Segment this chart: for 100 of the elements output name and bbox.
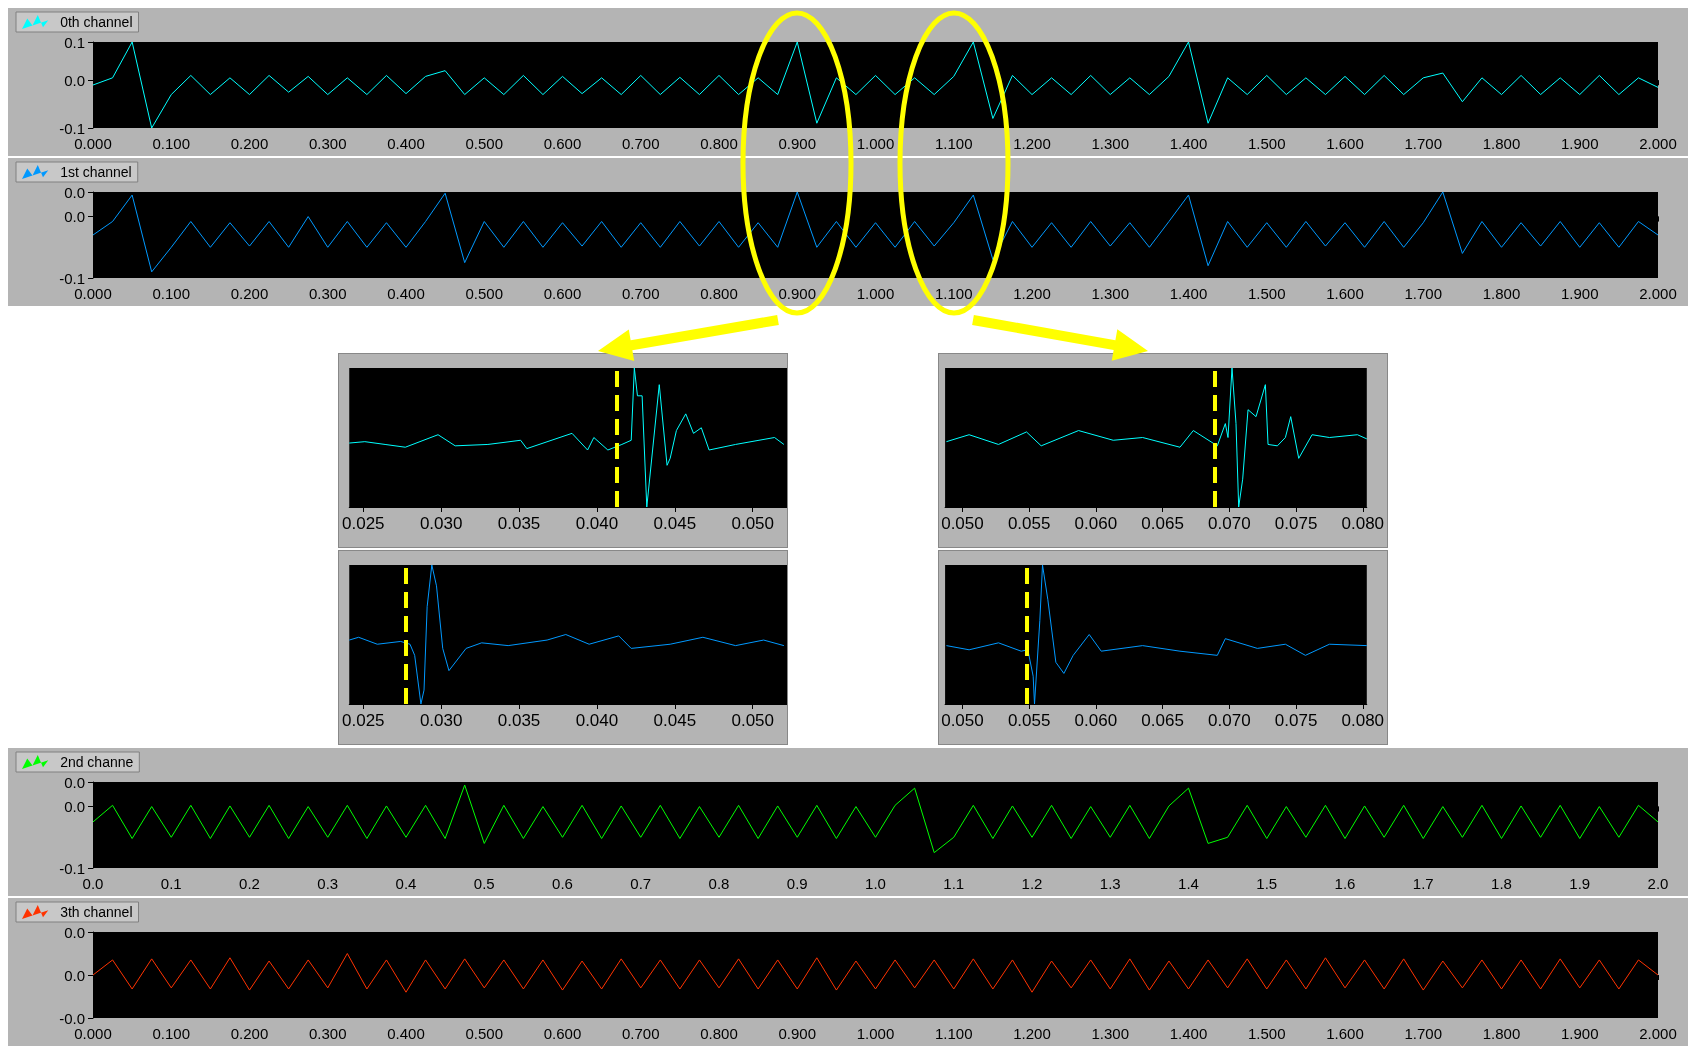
x-tick-label: 0.035: [497, 514, 541, 533]
x-tick-label: 1.100: [934, 135, 973, 152]
x-tick-label: 1.5: [1256, 875, 1278, 892]
x-tick-label: 0.900: [778, 1025, 817, 1042]
x-tick-label: 0.2: [239, 875, 260, 892]
y-tick-label: 0.0: [64, 71, 85, 89]
x-tick-label: 0.400: [387, 1025, 425, 1042]
x-tick-label: 1.900: [1560, 135, 1599, 152]
legend-label: 1st channel: [60, 164, 132, 180]
x-tick-label: 1.9: [1569, 875, 1591, 892]
x-tick-label: 1.700: [1404, 135, 1443, 152]
y-tick-label: -0.1: [59, 119, 85, 137]
x-tick-label: 2.000: [1639, 285, 1677, 302]
x-tick-label: 2.000: [1639, 1025, 1677, 1042]
x-tick-label: 1.8: [1491, 875, 1512, 892]
x-tick-label: 0.200: [230, 1025, 269, 1042]
x-tick-label: 0.100: [152, 1025, 191, 1042]
x-tick-label: 1.7: [1412, 875, 1434, 892]
x-tick-label: 0.900: [778, 135, 817, 152]
x-tick-label: 0.3: [317, 875, 339, 892]
x-tick-label: 0.500: [465, 1025, 504, 1042]
x-tick-label: 1.600: [1326, 1025, 1364, 1042]
x-tick-label: 0.400: [387, 135, 425, 152]
x-tick-label: 0.500: [465, 285, 504, 302]
x-tick-label: 0.065: [1141, 711, 1184, 730]
y-tick-label: 0.1: [64, 33, 85, 51]
x-tick-label: 0.7: [630, 875, 652, 892]
x-tick-label: 1.400: [1169, 285, 1208, 302]
x-tick-label: 0.800: [700, 285, 738, 302]
x-tick-label: 0.600: [543, 135, 582, 152]
x-tick-label: 0.060: [1074, 514, 1118, 533]
x-tick-label: 1.400: [1169, 135, 1208, 152]
x-tick-label: 0.300: [308, 1025, 347, 1042]
x-tick-label: 1.800: [1482, 135, 1521, 152]
x-tick-label: 0.700: [621, 285, 660, 302]
x-tick-label: 0.200: [230, 135, 269, 152]
x-tick-label: 1.500: [1247, 135, 1286, 152]
x-tick-label: 0.5: [473, 875, 495, 892]
x-tick-label: 0.050: [731, 711, 774, 730]
x-tick-label: 0.300: [308, 135, 347, 152]
x-tick-label: 2.000: [1639, 135, 1677, 152]
x-tick-label: 1.600: [1326, 135, 1364, 152]
x-tick-label: 0.1: [160, 875, 182, 892]
x-tick-label: 0.030: [419, 711, 463, 730]
x-tick-label: 1.200: [1013, 1025, 1051, 1042]
x-tick-label: 1.300: [1091, 135, 1130, 152]
x-tick-label: 0.055: [1007, 711, 1051, 730]
x-tick-label: 1.500: [1247, 285, 1286, 302]
x-tick-label: 0.025: [342, 711, 385, 730]
x-tick-label: 1.3: [1099, 875, 1121, 892]
line-series: [92, 953, 1659, 993]
x-tick-label: 0.8: [708, 875, 730, 892]
line-series: [92, 784, 1659, 854]
x-tick-label: 1.4: [1178, 875, 1199, 892]
x-tick-label: 0.200: [230, 285, 269, 302]
x-tick-label: 1.800: [1482, 1025, 1521, 1042]
x-tick-label: 0.700: [621, 1025, 660, 1042]
x-tick-label: 1.600: [1326, 285, 1364, 302]
x-tick-label: 0.900: [778, 285, 817, 302]
legend-label: 0th channel: [60, 14, 133, 30]
x-tick-label: 1.2: [1021, 875, 1043, 892]
x-tick-label: 1.000: [856, 1025, 895, 1042]
x-tick-label: 2.0: [1647, 875, 1669, 892]
x-tick-label: 0.060: [1074, 711, 1118, 730]
x-tick-label: 0.050: [731, 514, 774, 533]
line-series: [92, 191, 1659, 273]
x-tick-label: 0.300: [308, 285, 347, 302]
y-tick-label: 0.0: [64, 923, 85, 941]
x-tick-label: 0.075: [1274, 711, 1318, 730]
x-tick-label: 0.050: [941, 711, 984, 730]
x-tick-label: 1.500: [1247, 1025, 1286, 1042]
x-tick-label: 0.000: [74, 1025, 112, 1042]
x-tick-label: 0.700: [621, 135, 660, 152]
x-tick-label: 0.055: [1007, 514, 1051, 533]
y-tick-label: 0.0: [64, 208, 85, 226]
x-tick-label: 0.4: [395, 875, 417, 892]
x-tick-label: 0.040: [575, 711, 619, 730]
legend-label: 3th channel: [60, 904, 133, 920]
x-tick-label: 0.000: [74, 135, 112, 152]
x-tick-label: 0.035: [497, 711, 541, 730]
y-tick-label: -0.0: [59, 1009, 85, 1027]
x-tick-label: 0.800: [700, 1025, 738, 1042]
x-tick-label: 0.045: [653, 514, 697, 533]
y-tick-label: 0.0: [64, 183, 85, 201]
x-tick-label: 0.065: [1141, 514, 1184, 533]
x-tick-label: 1.000: [856, 285, 895, 302]
x-tick-label: 0.100: [152, 135, 191, 152]
x-tick-label: 0.400: [387, 285, 425, 302]
x-tick-label: 1.300: [1091, 285, 1130, 302]
x-tick-label: 0.6: [552, 875, 573, 892]
x-tick-label: 1.100: [934, 285, 973, 302]
x-tick-label: 0.9: [786, 875, 808, 892]
y-tick-label: 0.0: [64, 966, 85, 984]
x-tick-label: 0.500: [465, 135, 504, 152]
x-tick-label: 0.070: [1208, 711, 1251, 730]
legend-label: 2nd channe: [60, 754, 134, 770]
x-tick-label: 0.075: [1274, 514, 1318, 533]
x-tick-label: 1.400: [1169, 1025, 1208, 1042]
x-tick-label: 1.700: [1404, 1025, 1443, 1042]
x-tick-label: 1.6: [1334, 875, 1356, 892]
